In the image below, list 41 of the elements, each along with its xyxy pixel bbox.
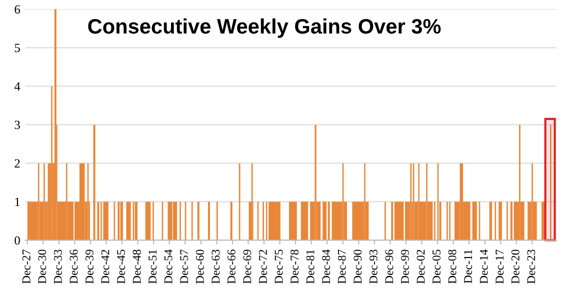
y-tick-label: 4 — [14, 82, 20, 91]
x-tick-label: Dec-42 — [101, 250, 110, 284]
x-tick-label: Dec-02 — [416, 250, 425, 284]
x-tick-label: Dec-93 — [369, 250, 378, 284]
x-tick-label: Dec-33 — [54, 250, 62, 284]
x-tick-label: Dec-60 — [196, 250, 204, 284]
x-tick-label: Dec-99 — [401, 250, 409, 284]
x-tick-label: Dec-11 — [464, 250, 472, 284]
y-tick-label: 1 — [15, 198, 20, 206]
x-tick-label: Dec-45 — [117, 250, 125, 284]
x-tick-label: Dec-17 — [496, 250, 504, 284]
x-tick-label: Dec-96 — [385, 250, 394, 284]
x-tick-label: Dec-69 — [243, 250, 252, 284]
x-tick-label: Dec-54 — [164, 249, 172, 284]
x-tick-label: Dec-87 — [338, 250, 346, 284]
x-tick-label: Dec-63 — [212, 250, 220, 284]
x-tick-label: Dec-30 — [38, 250, 46, 284]
x-tick-label: Dec-05 — [432, 250, 440, 284]
x-tick-label: Dec-27 — [22, 250, 30, 284]
x-tick-label: Dec-81 — [306, 250, 314, 284]
x-tick-label: Dec-36 — [70, 250, 78, 284]
x-tick-label: Dec-57 — [180, 250, 188, 284]
y-tick-label: 2 — [14, 159, 20, 168]
x-tick-label: Dec-08 — [448, 250, 456, 284]
x-tick-label: Dec-39 — [86, 250, 94, 284]
x-tick-label: Dec-51 — [148, 250, 157, 284]
x-tick-label: Dec-75 — [274, 250, 283, 284]
chart-title: Consecutive Weekly Gains Over 3% — [88, 18, 441, 38]
x-tick-label: Dec-84 — [322, 249, 330, 284]
x-tick-label: Dec-78 — [290, 250, 299, 284]
x-tick-label: Dec-66 — [227, 250, 236, 284]
x-tick-label: Dec-14 — [480, 249, 488, 284]
y-tick-label: 6 — [14, 5, 20, 14]
y-tick-label: 0 — [14, 236, 20, 245]
x-tick-label: Dec-48 — [132, 250, 141, 284]
y-tick-label: 3 — [14, 120, 20, 130]
x-tick-label: Dec-90 — [354, 250, 362, 284]
x-tick-label: Dec-20 — [511, 250, 520, 284]
x-tick-label: Dec-72 — [259, 250, 267, 284]
y-tick-label: 5 — [14, 44, 20, 52]
x-tick-label: Dec-23 — [527, 250, 536, 284]
